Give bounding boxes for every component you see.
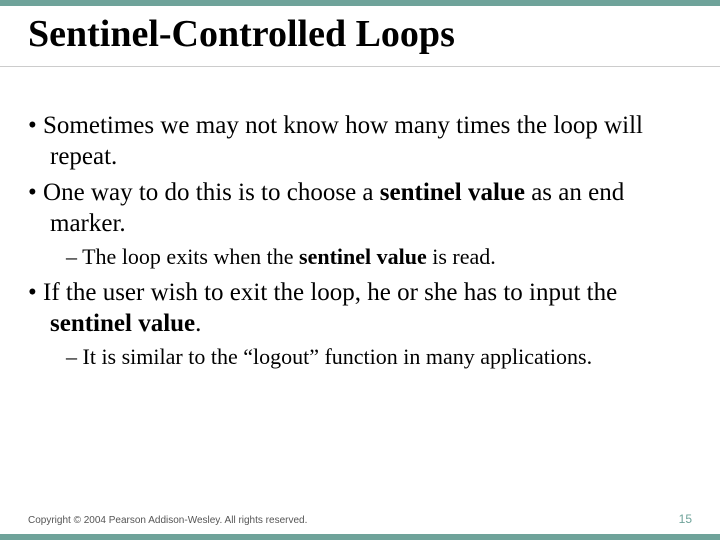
accent-bar-top	[0, 0, 720, 6]
page-number: 15	[679, 512, 692, 526]
bullet-text-pre: If the user wish to exit the loop, he or…	[43, 279, 617, 306]
bullet-text-pre: One way to do this is to choose a	[43, 179, 380, 206]
sub-bullet-item: It is similar to the “logout” function i…	[28, 343, 692, 371]
bold-term: sentinel value	[380, 179, 525, 206]
copyright-text: Copyright © 2004 Pearson Addison-Wesley.…	[28, 515, 307, 526]
sub-bullet-item: The loop exits when the sentinel value i…	[28, 243, 692, 271]
bullet-text: Sometimes we may not know how many times…	[43, 112, 643, 170]
slide-content: Sometimes we may not know how many times…	[28, 110, 692, 377]
slide-title: Sentinel-Controlled Loops	[28, 12, 455, 56]
title-underline	[0, 66, 720, 67]
bullet-item: If the user wish to exit the loop, he or…	[28, 277, 692, 340]
bullet-text: It is similar to the “logout” function i…	[83, 344, 593, 369]
bold-term: sentinel value	[299, 244, 427, 269]
accent-bar-bottom	[0, 534, 720, 540]
bold-term: sentinel value	[50, 310, 195, 337]
bullet-text-pre: The loop exits when the	[82, 244, 299, 269]
bullet-text-post: .	[195, 310, 201, 337]
bullet-text-post: is read.	[427, 244, 496, 269]
bullet-item: One way to do this is to choose a sentin…	[28, 177, 692, 240]
bullet-item: Sometimes we may not know how many times…	[28, 110, 692, 173]
